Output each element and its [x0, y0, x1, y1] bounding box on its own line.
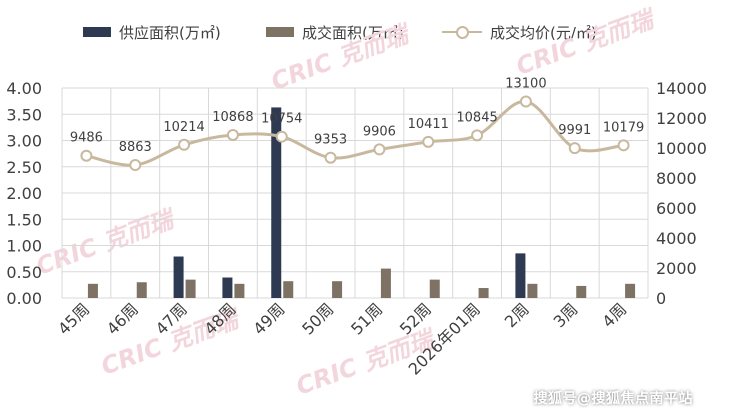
x-tick-label: 46周 [103, 299, 142, 338]
point-avg-price [519, 95, 532, 108]
y-left-tick-label: 2.00 [6, 184, 42, 203]
point-avg-price [617, 139, 630, 152]
y-right-tick-label: 12000 [656, 109, 707, 128]
point-avg-price [373, 143, 386, 156]
data-label-avg-price: 9906 [363, 124, 396, 139]
data-label-avg-price: 10754 [261, 112, 302, 127]
bar-supply-area [515, 253, 526, 298]
legend-item-deal-area[interactable]: 成交面积(万㎡) [266, 20, 404, 44]
y-left-tick-label: 0.50 [6, 263, 42, 282]
data-label-avg-price: 9486 [70, 131, 103, 146]
legend: 供应面积(万㎡) 成交面积(万㎡) 成交均价(元/㎡) [0, 20, 733, 44]
x-tick-label: 50周 [298, 299, 337, 338]
y-right-tick-label: 14000 [656, 79, 707, 98]
y-left-tick-label: 1.50 [6, 210, 42, 229]
x-tick-label: 2周 [501, 299, 533, 331]
y-right-tick-label: 2000 [656, 259, 697, 278]
bar-deal-area [283, 281, 294, 298]
y-right-tick-label: 8000 [656, 169, 697, 188]
footer-credit: 搜狐号@搜狐焦点南平站 [533, 391, 693, 407]
data-label-avg-price: 10845 [456, 110, 497, 125]
data-label-avg-price: 9991 [558, 123, 591, 138]
y-left-tick-label: 2.50 [6, 158, 42, 177]
y-left-tick-label: 4.00 [6, 79, 42, 98]
data-label-avg-price: 8863 [119, 140, 152, 155]
bar-deal-area [234, 283, 245, 298]
point-avg-price [471, 129, 484, 142]
bar-deal-area [625, 283, 636, 298]
point-avg-price [226, 128, 239, 141]
bar-deal-area [527, 283, 538, 298]
x-tick-label: 4周 [598, 299, 630, 331]
point-avg-price [275, 130, 288, 143]
y-left-tick-label: 1.00 [6, 237, 42, 256]
watermark-text: CRIC 克而瑞 [512, 4, 660, 81]
legend-swatch-deal-area [266, 27, 294, 37]
data-label-avg-price: 13100 [505, 77, 546, 92]
bar-deal-area [576, 285, 587, 298]
legend-swatch-avg-price [442, 25, 482, 39]
y-right-tick-label: 10000 [656, 139, 707, 158]
x-tick-label: 3周 [550, 299, 582, 331]
point-avg-price [324, 151, 337, 164]
y-right-tick-label: 6000 [656, 199, 697, 218]
legend-label-deal-area: 成交面积(万㎡) [302, 23, 404, 42]
bar-supply-area [173, 256, 184, 298]
x-tick-label: 51周 [347, 299, 386, 338]
y-left-tick-label: 0.00 [6, 289, 42, 308]
legend-item-supply[interactable]: 供应面积(万㎡) [83, 20, 221, 44]
bar-deal-area [185, 279, 196, 298]
y-left-tick-label: 3.00 [6, 132, 42, 151]
bar-supply-area [222, 277, 233, 298]
point-avg-price [178, 138, 191, 151]
point-avg-price [80, 149, 93, 162]
bar-supply-area [271, 107, 282, 298]
data-label-avg-price: 10214 [163, 120, 204, 135]
watermark-text: CRIC 克而瑞 [267, 19, 415, 96]
data-label-avg-price: 9353 [314, 133, 347, 148]
data-label-avg-price: 10411 [408, 117, 449, 132]
legend-swatch-supply [83, 27, 111, 37]
x-tick-label: 45周 [54, 299, 93, 338]
point-avg-price [129, 159, 142, 172]
legend-label-avg-price: 成交均价(元/㎡) [490, 23, 597, 42]
bar-deal-area [478, 288, 489, 298]
y-left-tick-label: 3.50 [6, 105, 42, 124]
legend-item-avg-price[interactable]: 成交均价(元/㎡) [442, 20, 597, 44]
legend-label-supply: 供应面积(万㎡) [119, 23, 221, 42]
x-tick-label: 49周 [249, 299, 288, 338]
data-label-avg-price: 10868 [212, 110, 253, 125]
y-right-tick-label: 4000 [656, 229, 697, 248]
watermark-text: CRIC 克而瑞 [32, 204, 180, 281]
bar-deal-area [332, 281, 343, 298]
data-label-avg-price: 10179 [603, 120, 644, 135]
bar-deal-area [87, 283, 98, 298]
bar-deal-area [136, 282, 147, 298]
bar-deal-area [429, 279, 440, 298]
point-avg-price [422, 135, 435, 148]
point-avg-price [568, 142, 581, 155]
y-right-tick-label: 0 [656, 289, 666, 308]
bar-deal-area [380, 268, 391, 298]
